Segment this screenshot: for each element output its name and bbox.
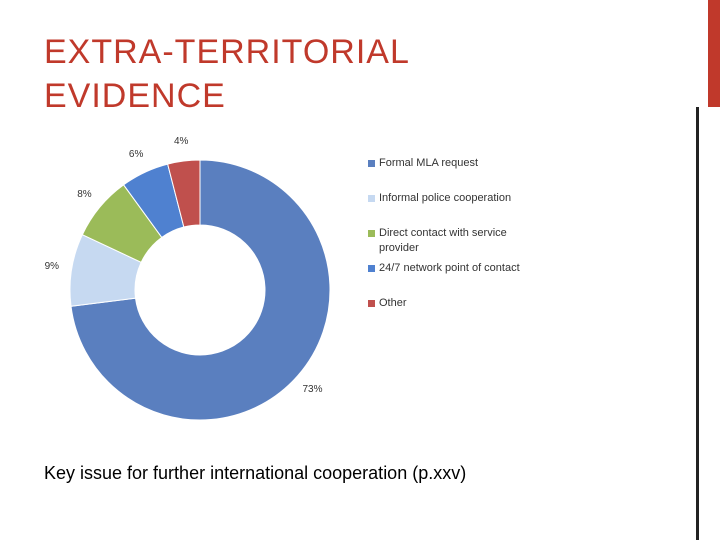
legend-item: Formal MLA request bbox=[368, 156, 539, 171]
legend-swatch bbox=[368, 230, 375, 237]
legend-swatch bbox=[368, 195, 375, 202]
legend-item: Direct contact with service provider bbox=[368, 226, 539, 256]
legend-label: 24/7 network point of contact bbox=[379, 262, 520, 274]
legend-item: 24/7 network point of contact bbox=[368, 261, 539, 276]
legend-label: Informal police cooperation bbox=[379, 192, 512, 204]
legend-label: Direct contact with service provider bbox=[379, 227, 507, 254]
data-label: 6% bbox=[129, 149, 144, 160]
legend-label: Other bbox=[379, 297, 407, 309]
donut-slice bbox=[167, 159, 201, 228]
legend-swatch bbox=[368, 160, 375, 167]
legend-item: Informal police cooperation bbox=[368, 191, 539, 206]
slide-title: EXTRA-TERRITORIAL EVIDENCE bbox=[44, 33, 409, 115]
accent-bar bbox=[708, 0, 720, 107]
legend-item: Other bbox=[368, 296, 539, 311]
legend-label: Formal MLA request bbox=[379, 157, 479, 169]
edge-line bbox=[696, 107, 699, 540]
donut-slice bbox=[70, 159, 331, 421]
caption: Key issue for further international coop… bbox=[44, 463, 467, 483]
legend-swatch bbox=[368, 265, 375, 272]
data-label: 9% bbox=[45, 261, 60, 272]
legend-swatch bbox=[368, 300, 375, 307]
data-label: 8% bbox=[77, 189, 92, 200]
data-label: 4% bbox=[174, 136, 189, 147]
data-label: 73% bbox=[303, 384, 323, 395]
